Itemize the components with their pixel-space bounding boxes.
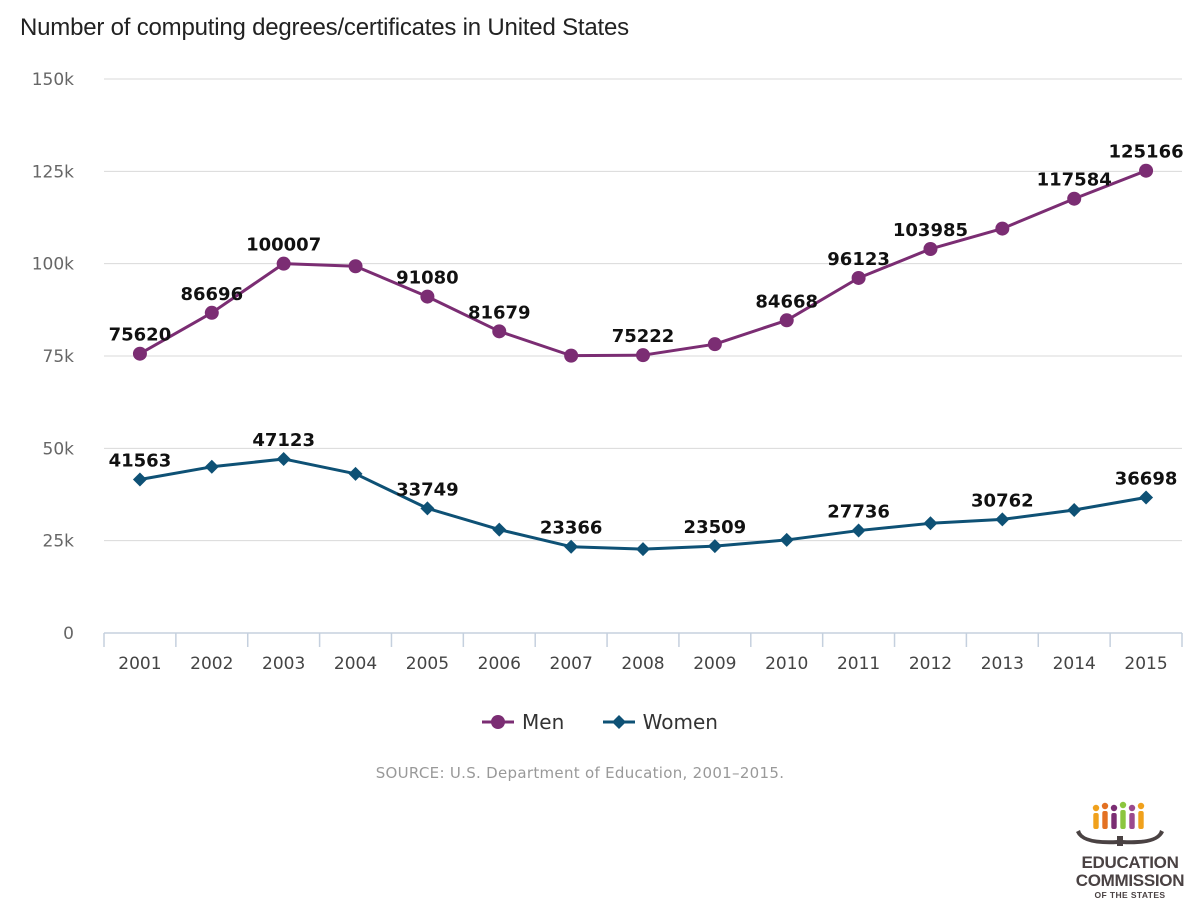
x-tick-label: 2013 — [981, 654, 1024, 674]
data-label: 96123 — [827, 249, 890, 270]
point-men — [1139, 163, 1154, 178]
data-label: 33749 — [396, 479, 459, 500]
y-tick-label: 125k — [32, 162, 74, 182]
y-tick-label: 150k — [32, 70, 74, 90]
chart-title: Number of computing degrees/certificates… — [20, 14, 629, 41]
point-women — [995, 512, 1010, 527]
x-tick-label: 2015 — [1124, 654, 1167, 674]
point-men — [923, 241, 938, 256]
point-men — [204, 305, 219, 320]
point-women — [564, 539, 579, 554]
data-label: 100007 — [246, 235, 321, 256]
data-label: 81679 — [468, 302, 531, 323]
point-men — [276, 256, 291, 271]
point-men — [1067, 191, 1082, 206]
legend-label-women: Women — [642, 710, 718, 734]
point-women — [132, 472, 147, 487]
data-label: 84668 — [755, 291, 818, 312]
data-label: 47123 — [252, 430, 315, 451]
x-tick-label: 2012 — [909, 654, 952, 674]
x-tick-label: 2014 — [1053, 654, 1096, 674]
legend-marker-women — [602, 715, 635, 729]
point-women — [779, 532, 794, 547]
point-women — [923, 516, 938, 531]
legend-label-men: Men — [522, 710, 565, 734]
point-men — [132, 346, 147, 361]
x-tick-label: 2003 — [262, 654, 305, 674]
data-label: 91080 — [396, 268, 459, 289]
data-label: 103985 — [893, 220, 968, 241]
point-women — [636, 542, 650, 557]
x-tick-label: 2005 — [406, 654, 449, 674]
y-tick-label: 50k — [43, 439, 75, 459]
legend-item-men[interactable]: Men — [482, 710, 564, 734]
x-tick-label: 2008 — [621, 654, 664, 674]
point-women — [1067, 503, 1082, 518]
data-label: 23509 — [684, 517, 747, 538]
x-tick-label: 2009 — [693, 654, 736, 674]
point-men — [851, 270, 866, 285]
point-women — [707, 539, 722, 554]
point-men — [420, 289, 435, 304]
logo-text-line2: COMMISSION — [1075, 871, 1185, 890]
logo-figures-icon — [1076, 801, 1164, 846]
x-tick-label: 2002 — [190, 654, 233, 674]
data-label: 75620 — [109, 325, 172, 346]
point-men — [707, 337, 722, 352]
y-tick-label: 100k — [32, 255, 74, 275]
legend: Men Women — [0, 710, 1200, 735]
legend-item-women[interactable]: Women — [602, 710, 718, 734]
y-tick-label: 0 — [63, 624, 74, 644]
ecs-logo: EDUCATION COMMISSION OF THE STATES — [1068, 800, 1192, 904]
data-label: 27736 — [827, 502, 890, 523]
x-tick-label: 2007 — [550, 654, 593, 674]
data-label: 117584 — [1037, 170, 1112, 191]
y-tick-label: 25k — [43, 532, 75, 552]
logo-text-line3: OF THE STATES — [1094, 890, 1166, 900]
x-tick-label: 2006 — [478, 654, 521, 674]
point-women — [276, 451, 291, 466]
logo-text-line1: EDUCATION — [1081, 853, 1179, 872]
series-layer — [132, 163, 1154, 557]
x-tick-label: 2010 — [765, 654, 808, 674]
point-women — [1139, 490, 1154, 505]
data-label: 30762 — [971, 490, 1034, 511]
source-note: SOURCE: U.S. Department of Education, 20… — [375, 764, 785, 782]
data-label: 36698 — [1115, 468, 1178, 489]
y-tick-label: 75k — [43, 347, 75, 367]
x-tick-label: 2004 — [334, 654, 377, 674]
x-axis — [103, 632, 1183, 647]
point-women — [492, 522, 507, 537]
legend-marker-men — [482, 715, 515, 729]
point-women — [204, 459, 219, 474]
point-women — [851, 523, 866, 538]
point-men — [492, 324, 507, 339]
y-axis-ticks: 0 25k 50k 75k 100k 125k 150k — [32, 70, 74, 644]
point-men — [779, 313, 794, 328]
x-tick-label: 2011 — [837, 654, 880, 674]
point-men — [995, 221, 1010, 236]
data-label: 41563 — [109, 450, 172, 471]
x-tick-label: 2001 — [118, 654, 161, 674]
point-men — [348, 259, 363, 274]
point-women — [348, 466, 363, 481]
data-label: 75222 — [612, 326, 675, 347]
point-women — [420, 501, 435, 516]
data-label: 86696 — [180, 284, 243, 305]
point-men — [564, 348, 579, 363]
data-label: 23366 — [540, 518, 603, 539]
x-axis-ticks: 2001 2002 2003 2004 2005 2006 2007 2008 2009 2010… — [118, 654, 1167, 674]
data-label: 125166 — [1108, 142, 1183, 163]
grid-lines — [104, 78, 1182, 542]
data-labels: 75620 86696 100007 91080 81679 75222 84668 9612… — [109, 142, 1184, 539]
point-men — [636, 348, 650, 363]
